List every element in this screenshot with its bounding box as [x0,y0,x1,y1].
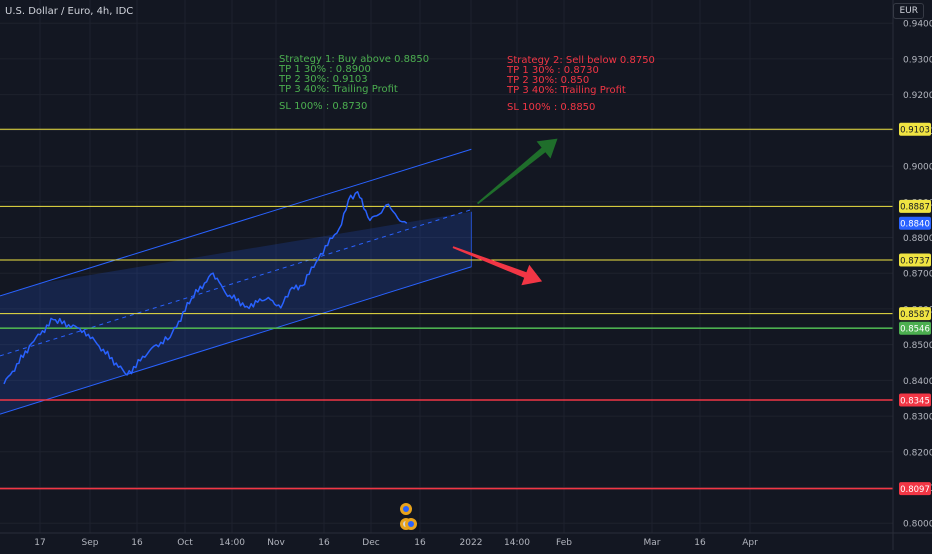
strategy-2-line: TP 1 30% : 0.8730 [507,65,599,76]
strategy-1-line: TP 3 40%: Trailing Profit [279,84,398,95]
x-tick-label: 16 [694,538,706,548]
price-line [3,191,408,385]
level-tag-label: 0.9103 [900,126,930,136]
level-tag [899,307,931,321]
level-tag [899,482,931,496]
x-tick-label: Oct [177,538,193,548]
y-tick-label: 0.9200 [903,91,932,101]
x-tick-label: 2022 [460,538,483,548]
event-icons [400,503,417,530]
event-marker-icon-inner [408,521,414,527]
level-tag [899,122,931,136]
strategy-1-title: Strategy 1: Buy above 0.8850 [279,54,430,65]
x-tick-label: Nov [267,538,285,548]
current-price-label: 0.8840 [900,220,930,230]
event-marker-icon-inner [403,506,409,512]
level-tag-label: 0.8737 [900,256,930,266]
strategy-2-line: TP 3 40%: Trailing Profit [507,85,626,96]
strategy-1-note: Strategy 1: Buy above 0.8850 TP 1 30% : … [279,55,429,112]
price-tags: 0.9103 0.8887 0.8737 0.8587 0.8546 0.8345 0.80… [899,122,931,496]
x-tick-label: Mar [644,538,661,548]
level-tag-label: 0.8887 [900,203,930,213]
x-tick-label: Apr [742,538,758,548]
strategy-2-line: TP 2 30%: 0.850 [507,75,590,86]
level-tag-label: 0.8097 [900,485,930,495]
regression-channel [0,148,472,415]
y-tick-label: 0.8800 [903,234,932,244]
strategy-2-stop: SL 100% : 0.8850 [507,102,596,113]
y-tick-label: 0.9300 [903,55,932,65]
x-tick-label: Sep [82,538,99,548]
level-tag [899,199,931,213]
arrow-down-icon [452,246,543,286]
x-tick-label: Dec [362,538,379,548]
strategy-2-note: Strategy 2: Sell below 0.8750 TP 1 30% :… [507,56,655,113]
x-tick-label: 14:00 [504,538,530,548]
x-tick-label: 14:00 [219,538,245,548]
level-tag [899,393,931,407]
strategy-1-line: TP 2 30%: 0.9103 [279,74,368,85]
channel-fill [0,211,472,415]
level-tag [899,253,931,267]
strategy-1-stop: SL 100% : 0.8730 [279,101,368,112]
y-tick-label: 0.9400 [903,20,932,30]
y-tick-label: 0.8500 [903,341,932,351]
level-tag-label: 0.8546 [900,325,930,335]
y-tick-label: 0.8000 [903,520,932,530]
y-tick-label: 0.8400 [903,377,932,387]
level-tag-label: 0.8587 [900,310,930,320]
channel-median-line [0,209,472,357]
x-tick-label: 16 [414,538,426,548]
level-lines [0,128,893,490]
y-tick-label: 0.8200 [903,448,932,458]
y-tick-label: 0.8300 [903,413,932,423]
currency-label[interactable]: EUR [893,3,924,19]
x-tick-label: 16 [131,538,143,548]
price-series-layer [3,191,408,385]
arrow-up-icon [477,138,558,205]
x-tick-label: Feb [556,538,572,548]
level-tag-label: 0.8345 [900,396,930,406]
channel-upper-line [0,148,472,297]
level-tag [899,321,931,335]
grid-layer [0,0,893,533]
strategy-1-line: TP 1 30% : 0.8900 [279,64,371,75]
current-price-tag [899,216,931,230]
y-tick-label: 0.8700 [903,270,932,280]
channel-lower-line [0,266,472,415]
y-tick-label: 0.9000 [903,163,932,173]
strategy-2-title: Strategy 2: Sell below 0.8750 [507,55,655,66]
x-tick-label: 16 [318,538,330,548]
arrow-layer [452,138,558,286]
symbol-title: U.S. Dollar / Euro, 4h, IDC [5,6,134,17]
x-tick-label: 17 [34,538,45,548]
